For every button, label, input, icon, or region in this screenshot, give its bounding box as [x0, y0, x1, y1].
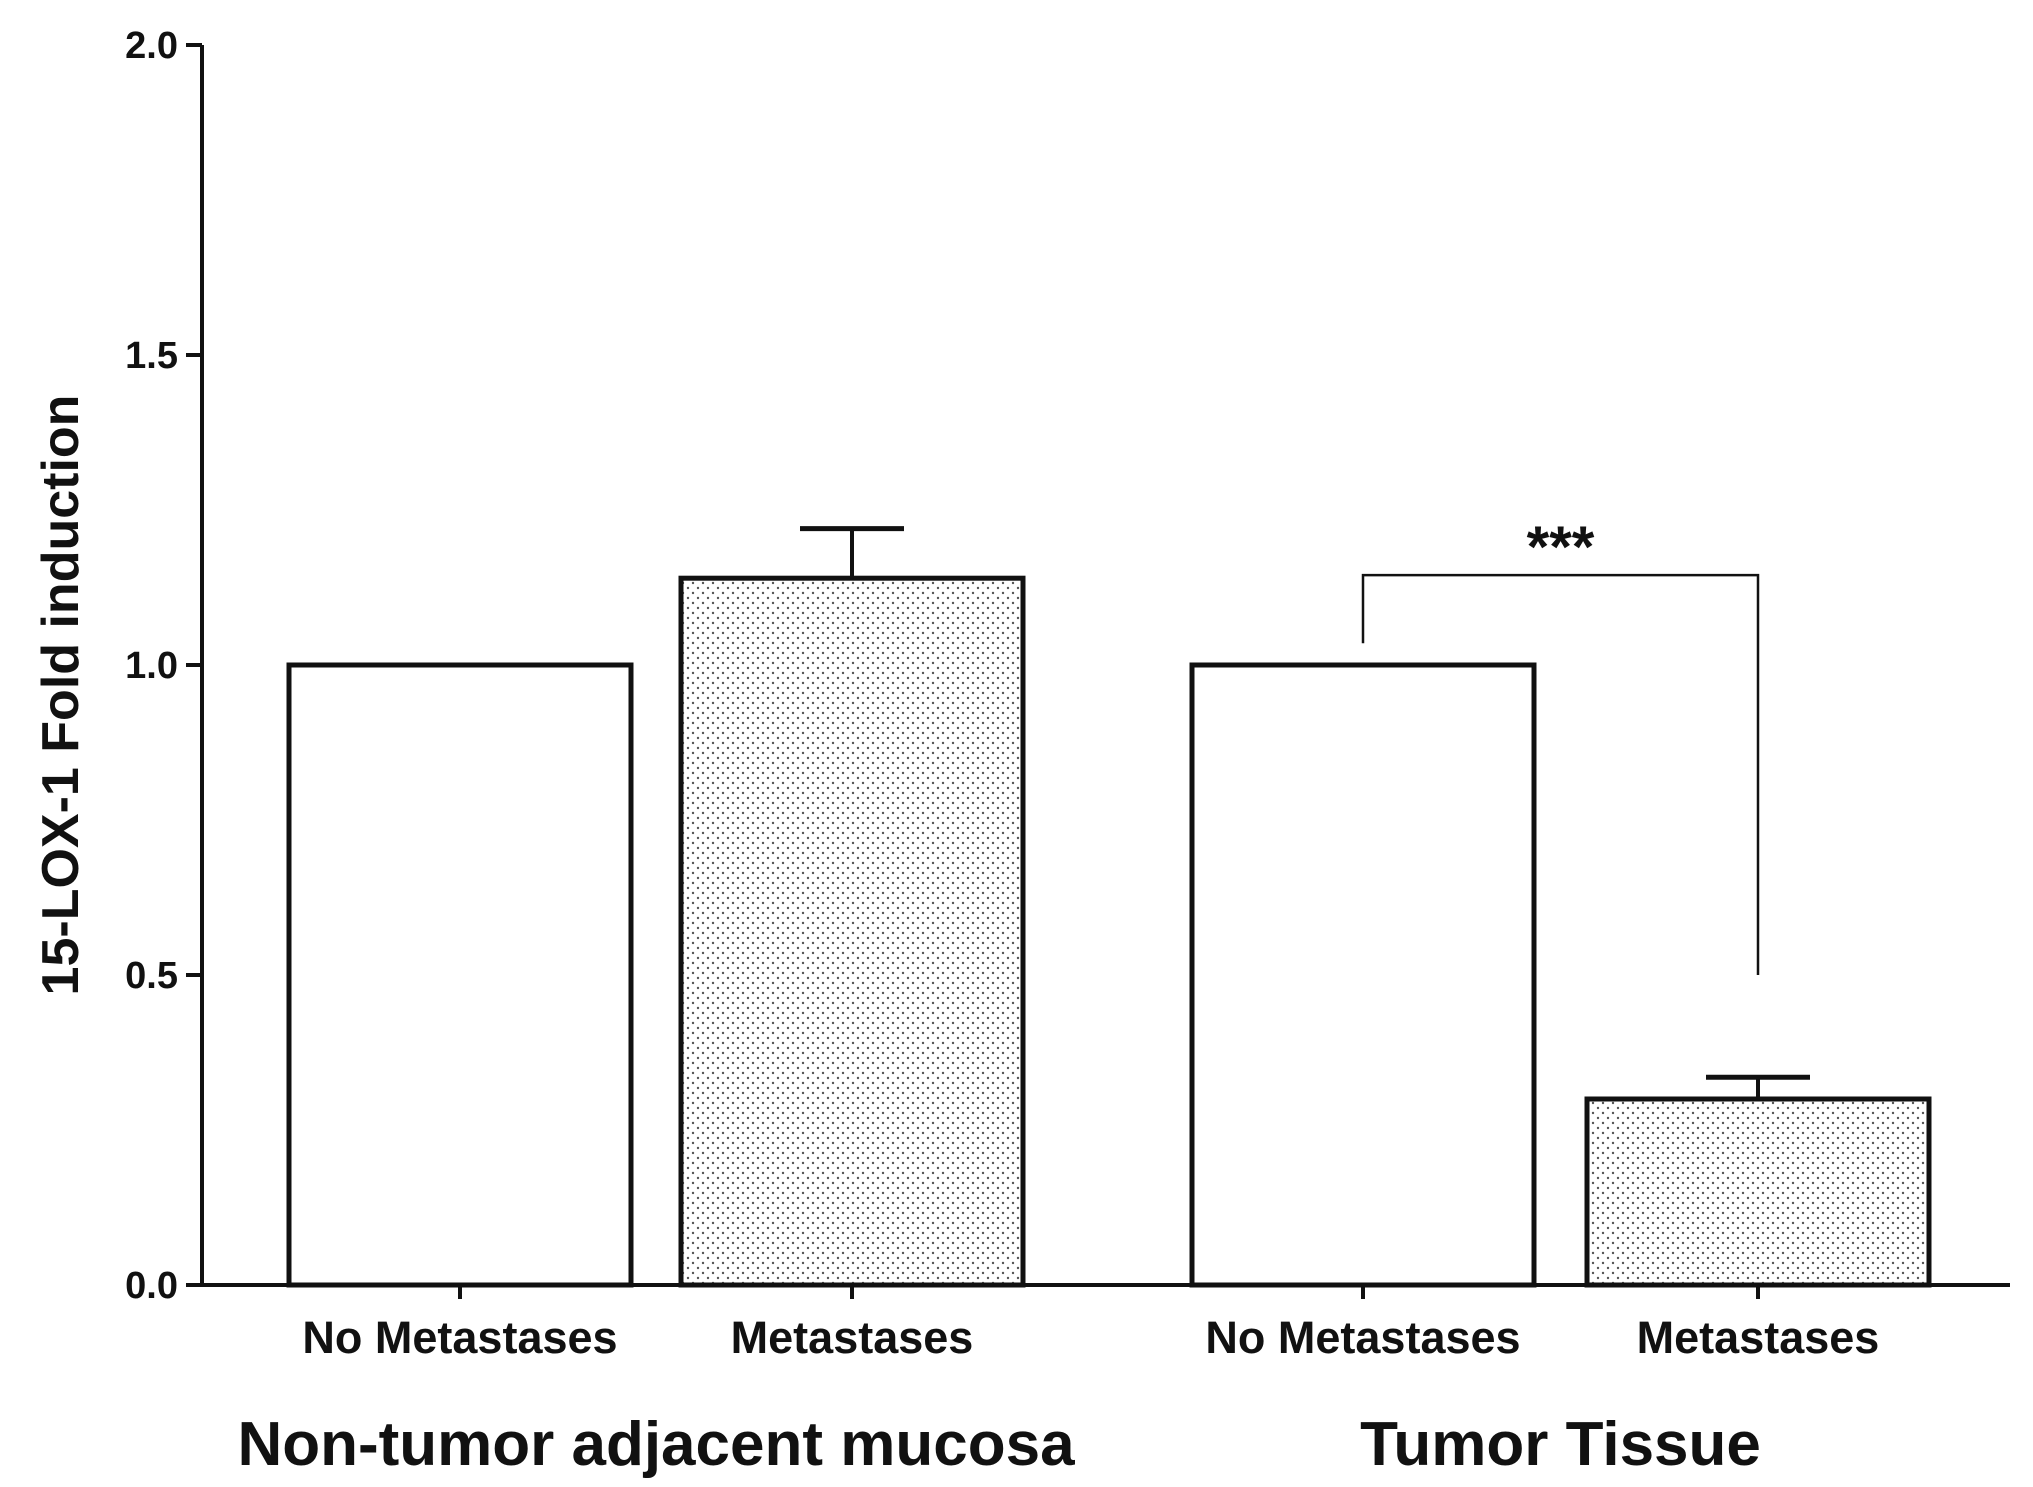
y-tick-label: 0.0: [125, 1265, 178, 1307]
group-label: Non-tumor adjacent mucosa: [237, 1410, 1075, 1479]
x-ticks: No Metastases Metastases Non-tumor adjacen…: [237, 1285, 1879, 1479]
group-label: Tumor Tissue: [1360, 1410, 1761, 1479]
bar-1-1: [286, 662, 634, 1288]
y-ticks: 0.0 0.5 1.0 1.5 2.0: [125, 25, 202, 1307]
bar-2-1: [1189, 662, 1537, 1288]
bars-layer: [286, 526, 1932, 1288]
y-tick-label: 1.5: [125, 335, 178, 377]
x-category-label: No Metastases: [1205, 1312, 1520, 1363]
bar-1-2: [678, 575, 1026, 1288]
significance-annotations: ***: [1361, 515, 1760, 975]
x-category-label: Metastases: [731, 1312, 974, 1363]
y-axis-title: 15-LOX-1 Fold induction: [32, 395, 90, 996]
y-tick-label: 1.0: [125, 645, 178, 687]
bar-2-2: [1584, 1096, 1932, 1288]
y-tick-label: 0.5: [125, 955, 178, 997]
significance-bracket: [1361, 573, 1760, 975]
y-tick-label: 2.0: [125, 25, 178, 67]
significance-marker: ***: [1527, 515, 1595, 580]
x-category-label: Metastases: [1637, 1312, 1880, 1363]
x-category-label: No Metastases: [302, 1312, 617, 1363]
